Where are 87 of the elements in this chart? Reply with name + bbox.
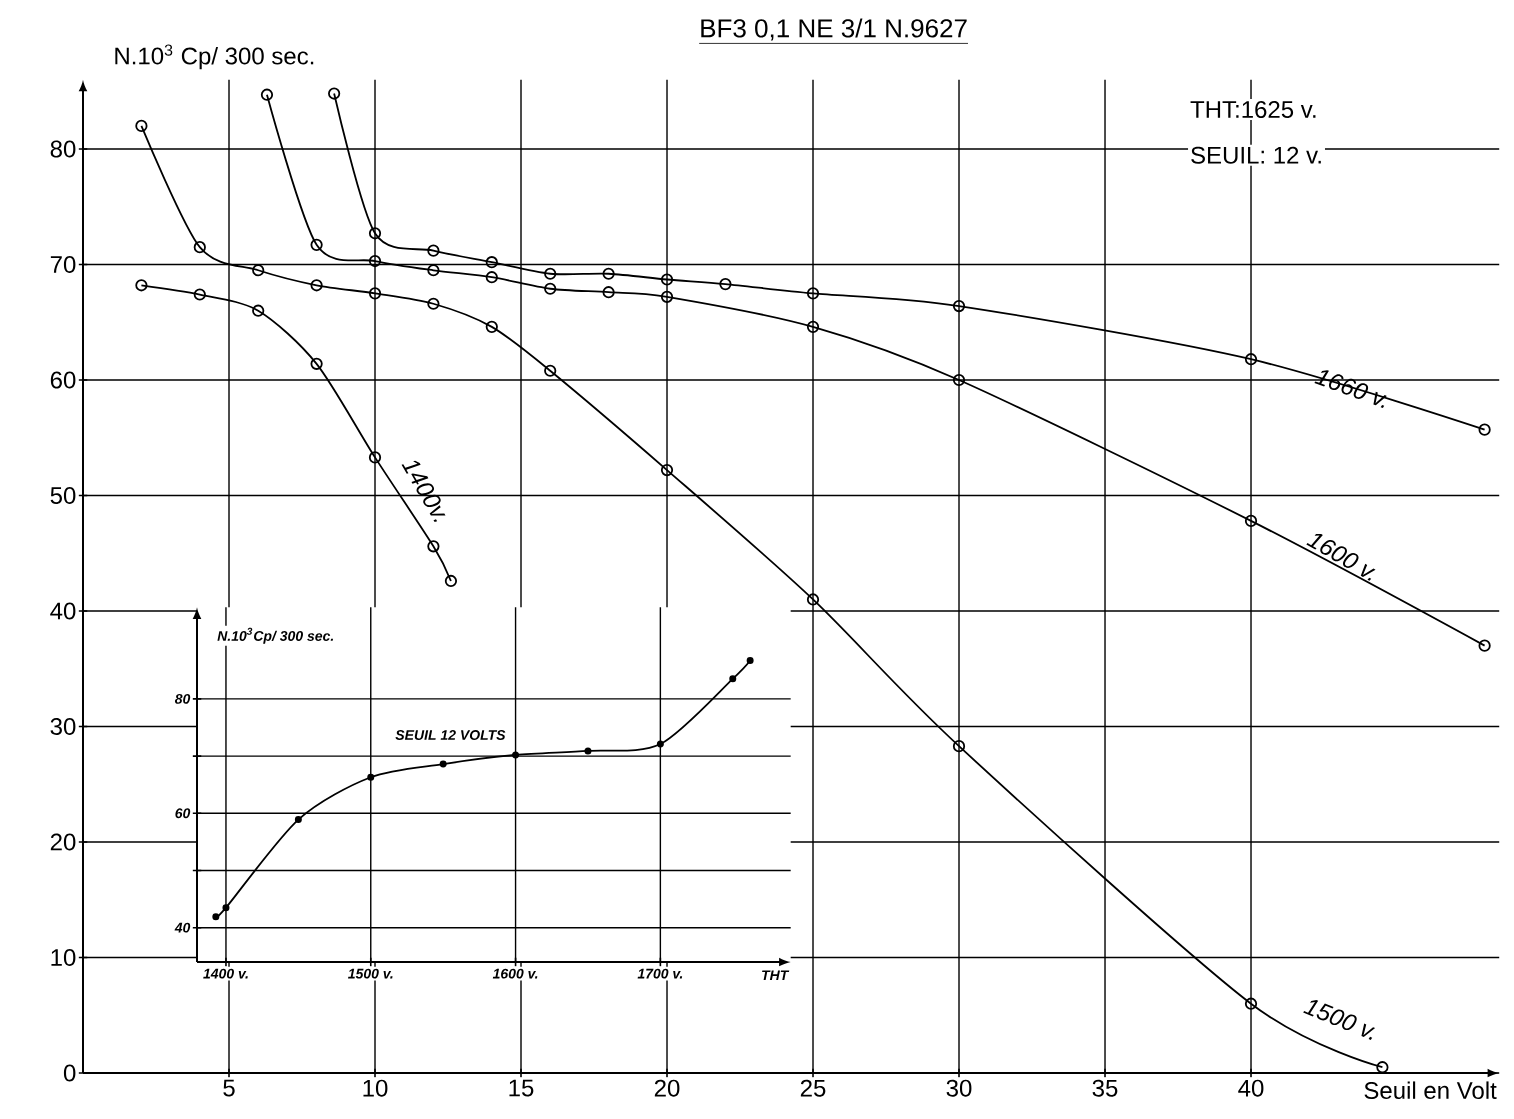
point [368,227,382,240]
point [439,760,447,768]
point [1244,514,1258,528]
point [952,299,966,313]
x-tick-label: 20 [654,1079,680,1097]
text: 1600 v. [1306,533,1376,581]
x-tick-label: 1400 v. [203,968,248,979]
point [952,740,966,753]
point [222,904,230,912]
x-tick-label: 10 [363,1079,388,1097]
point [1244,353,1258,366]
y-tick-label: 50 [50,487,76,504]
point [746,657,754,665]
point [485,256,498,269]
point [310,357,323,370]
point [584,747,592,755]
point [427,297,440,310]
x-tick-label: 1700 v. [637,968,683,979]
point [260,88,274,101]
y-tick-label: 40 [50,602,76,620]
annotation: THT:1625 v. [1190,101,1316,118]
y-tick-label: 80 [174,693,191,704]
point [1244,997,1258,1010]
point [294,816,302,824]
point [485,271,498,284]
point [427,264,440,277]
point [212,913,220,921]
point [660,463,674,477]
y-axis-title: N.10$^{3}$Cp/ 300 sec. [217,627,334,644]
point [444,574,458,588]
text: 1500 v. [1303,1000,1376,1040]
point [806,320,820,333]
point [719,278,732,291]
point [427,244,440,257]
y-tick-label: 0 [63,1064,76,1082]
point [367,773,375,781]
point [1478,639,1491,652]
y-tick-label: 30 [50,718,76,735]
x-tick-label: 5 [223,1079,235,1097]
point [1478,423,1491,436]
chart-title: BF3 0,1 NE 3/1 N.9627 [701,18,967,41]
y-tick-label: 20 [50,833,76,851]
point [485,320,498,333]
x-tick-label: 1500 v. [348,968,393,979]
x-tick-label: 30 [946,1079,972,1097]
y-tick-label: 60 [50,371,76,389]
point [427,540,440,553]
y-tick-label: 40 [174,922,191,933]
point [252,304,265,317]
y-tick-label: 80 [50,140,76,158]
point [660,290,674,303]
point [602,267,615,280]
point [368,287,382,300]
y-tick-label: 70 [50,256,76,273]
x-tick-label: 35 [1092,1079,1118,1097]
y-tick-label: 10 [51,949,76,966]
point [310,238,323,251]
point [512,751,520,759]
point [135,279,148,292]
point [602,286,615,299]
point [729,675,737,683]
point [544,364,557,377]
point [328,87,341,100]
point [660,273,674,286]
x-axis-title: THT [762,970,790,981]
point [544,267,557,280]
x-tick-label: 40 [1238,1079,1264,1097]
point [368,451,382,464]
point [310,279,323,292]
point [806,593,820,606]
point [806,287,820,300]
point [252,264,265,277]
point [193,241,206,254]
x-tick-label: 15 [509,1079,534,1097]
y-tick-label: 60 [175,808,191,819]
annotation: SEUIL 12 VOLTS [395,730,506,740]
point [368,254,382,268]
x-axis-title: Seuil en Volt [1364,1081,1497,1100]
point [193,288,206,301]
x-tick-label: 25 [800,1079,826,1097]
annotation: SEUIL: 12 v. [1191,146,1321,164]
point [656,740,664,748]
point [952,373,966,387]
x-tick-label: 1600 v. [492,968,538,979]
point [135,119,148,132]
y-axis-title: N.10$^{3}$ Cp/ 300 sec. [115,44,314,70]
point [544,282,557,295]
